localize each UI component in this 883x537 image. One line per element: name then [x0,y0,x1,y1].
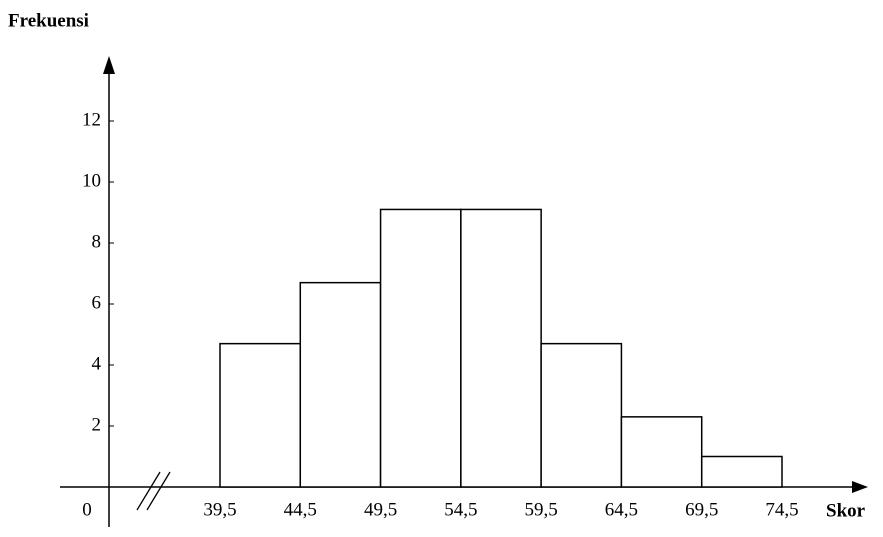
bar [621,417,701,487]
bar [541,344,621,487]
y-tick-label: 10 [82,170,101,191]
x-tick-label: 69,5 [685,499,718,520]
y-tick-label: 4 [92,353,102,374]
chart: Frekuensi Skor 0 2 4 6 8 10 12 39,5 44,5 49,5 54,5… [0,0,883,537]
bar [220,344,300,487]
y-tick-label: 2 [92,414,102,435]
y-tick-label: 12 [82,109,101,130]
bar [461,209,541,487]
bar [300,283,380,487]
x-axis-label: Skor [826,500,866,521]
y-tick-label: 8 [92,231,102,252]
x-tick-label: 54,5 [444,499,477,520]
bar [381,209,461,487]
y-axis-label: Frekuensi [8,10,89,31]
x-tick-label: 59,5 [525,499,558,520]
y-axis-arrow [103,56,115,74]
bar [702,457,782,488]
axis-break [147,472,170,510]
x-axis-arrow [852,481,868,493]
x-tick-label: 39,5 [203,499,236,520]
axis-break [137,472,160,510]
x-tick-label: 74,5 [765,499,798,520]
x-tick-label: 44,5 [284,499,317,520]
x-tick-label: 49,5 [364,499,397,520]
y-tick-label: 0 [82,499,92,520]
y-tick-label: 6 [92,292,102,313]
x-tick-label: 64,5 [605,499,638,520]
